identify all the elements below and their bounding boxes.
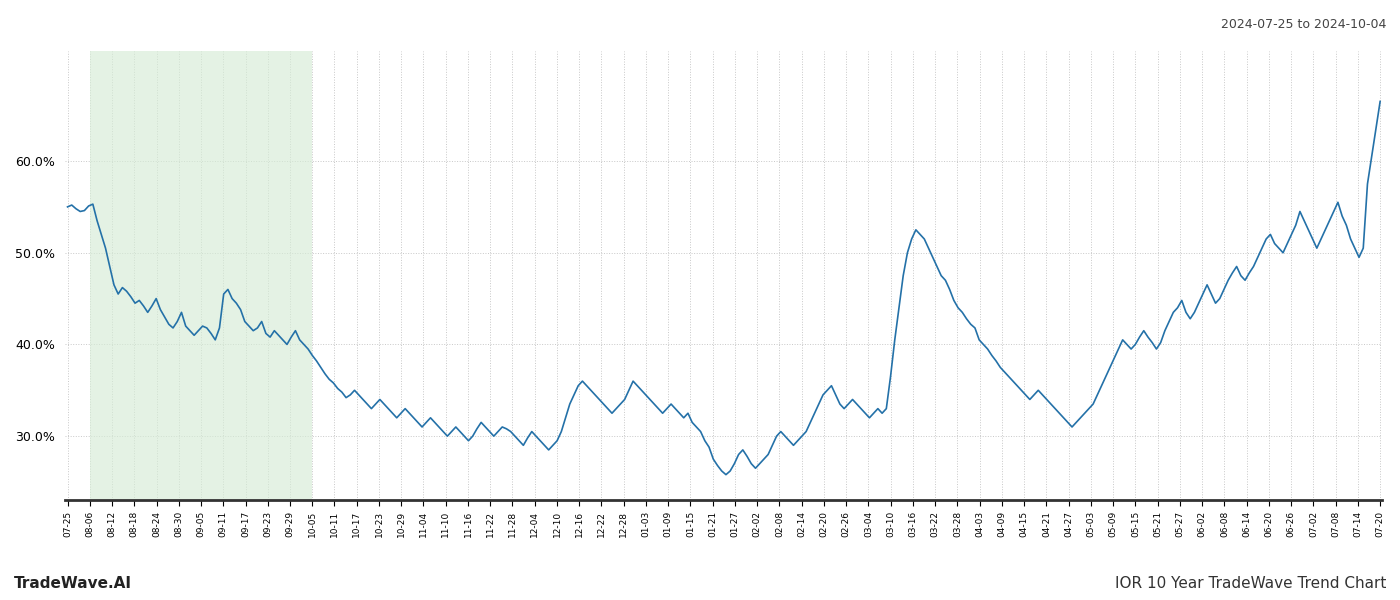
Text: 2024-07-25 to 2024-10-04: 2024-07-25 to 2024-10-04 xyxy=(1221,18,1386,31)
Text: IOR 10 Year TradeWave Trend Chart: IOR 10 Year TradeWave Trend Chart xyxy=(1114,576,1386,591)
Text: TradeWave.AI: TradeWave.AI xyxy=(14,576,132,591)
Bar xyxy=(90,51,312,500)
